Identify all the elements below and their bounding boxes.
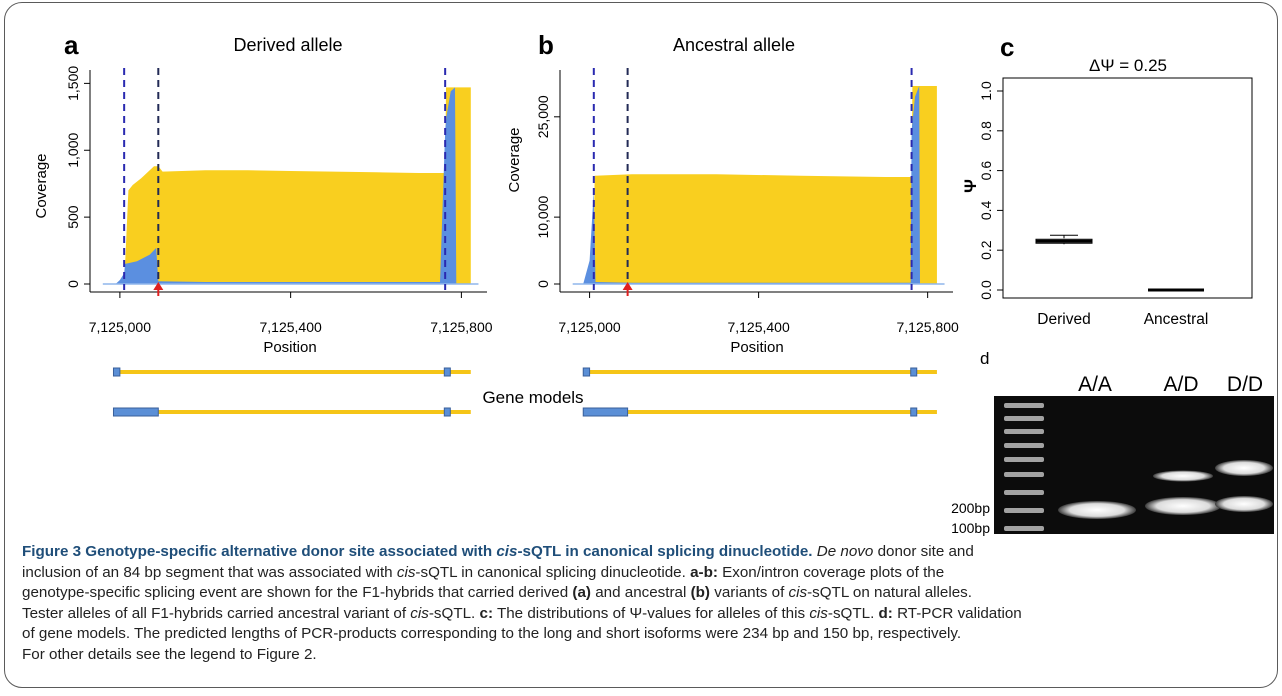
y-tick-label: 500 [65,205,81,229]
coverage-area-junction [115,87,457,285]
snp-arrow-head [153,282,164,290]
gene-models-label: Gene models [482,388,583,407]
y-axis-label: Coverage [506,127,523,192]
y-tick-label: 0.2 [978,240,994,260]
y-tick-label: 1,000 [65,133,81,168]
snp-arrow-head [622,282,633,290]
caption-line-1: Figure 3 Genotype-specific alternative d… [22,542,1267,563]
gel-ladder-band [1004,526,1044,531]
gel-image [994,396,1274,534]
gel-ladder-band [1004,508,1044,513]
panel-letter: b [538,30,554,60]
y-tick-label: 1.0 [978,81,994,101]
x-tick-label: 7,125,400 [727,319,789,335]
x-tick-label: 7,125,800 [430,319,492,335]
panel-letter: d [980,349,989,368]
x-category-label: Derived [1037,311,1090,328]
caption-text: De novo donor site and [816,543,974,560]
y-tick-label: 0.4 [978,200,994,220]
plot-area: 0 10,000 25,000 7,125,000 7,125,400 7,125,800 [535,68,959,335]
gel-ladder-band [1004,403,1044,408]
y-tick-label: 1,500 [65,66,81,101]
plot-area: 0 500 1,000 1,500 7,125,000 7,125,400 7,125,80… [65,66,493,335]
gel-ladder-band [1004,416,1044,421]
panel-a-coverage-plot: a Derived allele Coverage Position 0 500 1… [33,30,493,356]
gel-pcr-band [1145,497,1221,515]
x-tick-label: 7,125,400 [259,319,321,335]
x-tick-label: 7,125,800 [896,319,958,335]
gene-model-exon [443,407,451,417]
gel-lane-label: D/D [1227,373,1263,396]
gel-ladder-band [1004,457,1044,462]
gene-model-exon [582,407,629,417]
gene-model-exon [112,367,121,377]
x-tick-label: 7,125,000 [558,319,620,335]
gel-ladder-band [1004,443,1044,448]
y-tick-label: 25,000 [535,95,551,138]
figure-frame [4,2,1278,688]
y-tick-label: 0 [65,280,81,288]
gel-marker-label: 200bp [951,500,990,516]
y-tick-label: 0.0 [978,280,994,300]
y-tick-label: 10,000 [535,196,551,239]
gel-lane-label: A/D [1163,373,1198,396]
gel-lane-label: A/A [1078,373,1112,396]
gel-pcr-band [1215,496,1273,512]
gel-marker-label: 100bp [951,520,990,536]
figure-caption: Figure 3 Genotype-specific alternative d… [22,542,1267,665]
gene-model-exon [910,407,918,417]
gel-pcr-band [1153,470,1213,482]
gel-pcr-band [1058,501,1136,519]
gene-model-exon [443,367,451,377]
x-category-label: Ancestral [1144,311,1209,328]
gene-model-exon [112,407,159,417]
panel-title: Ancestral allele [673,35,795,55]
y-axis-label: Ψ [961,179,980,193]
caption-line-3: genotype-specific splicing event are sho… [22,584,972,601]
caption-title: Figure 3 Genotype-specific alternative d… [22,543,813,560]
x-axis-label: Position [263,339,316,356]
caption-line-2: inclusion of an 84 bp segment that was a… [22,563,945,581]
panel-title: ΔΨ = 0.25 [1089,56,1167,75]
y-tick-label: 0.8 [978,121,994,141]
panel-b-coverage-plot: b Ancestral allele Coverage Position 0 10… [506,30,959,356]
gel-pcr-band [1215,460,1273,476]
coverage-area-total [111,87,471,285]
caption-line-6: For other details see the legend to Figu… [22,645,317,663]
figure-canvas: a Derived allele Coverage Position 0 500 1… [33,30,1274,536]
gel-ladder-band [1004,490,1044,495]
panel-d-gel: d A/A A/D D/D 200bp 100bp [951,349,1274,536]
panel-title: Derived allele [233,35,342,55]
plot-area: 0.0 0.2 0.4 0.6 0.8 1.0 Derived Ancestral [978,77,1253,328]
coverage-area-total [592,86,937,284]
gene-model-tracks [112,367,937,417]
panel-letter: a [64,30,79,60]
gel-ladder-band [1004,472,1044,477]
plot-frame [1002,77,1253,299]
x-axis-label: Position [730,339,783,356]
y-tick-label: 0.6 [978,161,994,181]
caption-line-4: Tester alleles of all F1-hybrids carried… [22,604,1022,622]
y-tick-label: 0 [535,280,551,288]
panel-letter: c [1000,32,1014,62]
y-axis-label: Coverage [33,153,50,218]
caption-line-5: of gene models. The predicted lengths of… [22,625,962,642]
gene-models: Gene models [112,367,937,417]
gel-ladder-band [1004,429,1044,434]
gene-model-exon [582,367,591,377]
gene-model-exon [910,367,918,377]
panel-c-psi-boxplot: c ΔΨ = 0.25 Ψ 0.0 0.2 0.4 0.6 0.8 1.0 Derived A… [961,32,1253,328]
x-tick-label: 7,125,000 [89,319,151,335]
